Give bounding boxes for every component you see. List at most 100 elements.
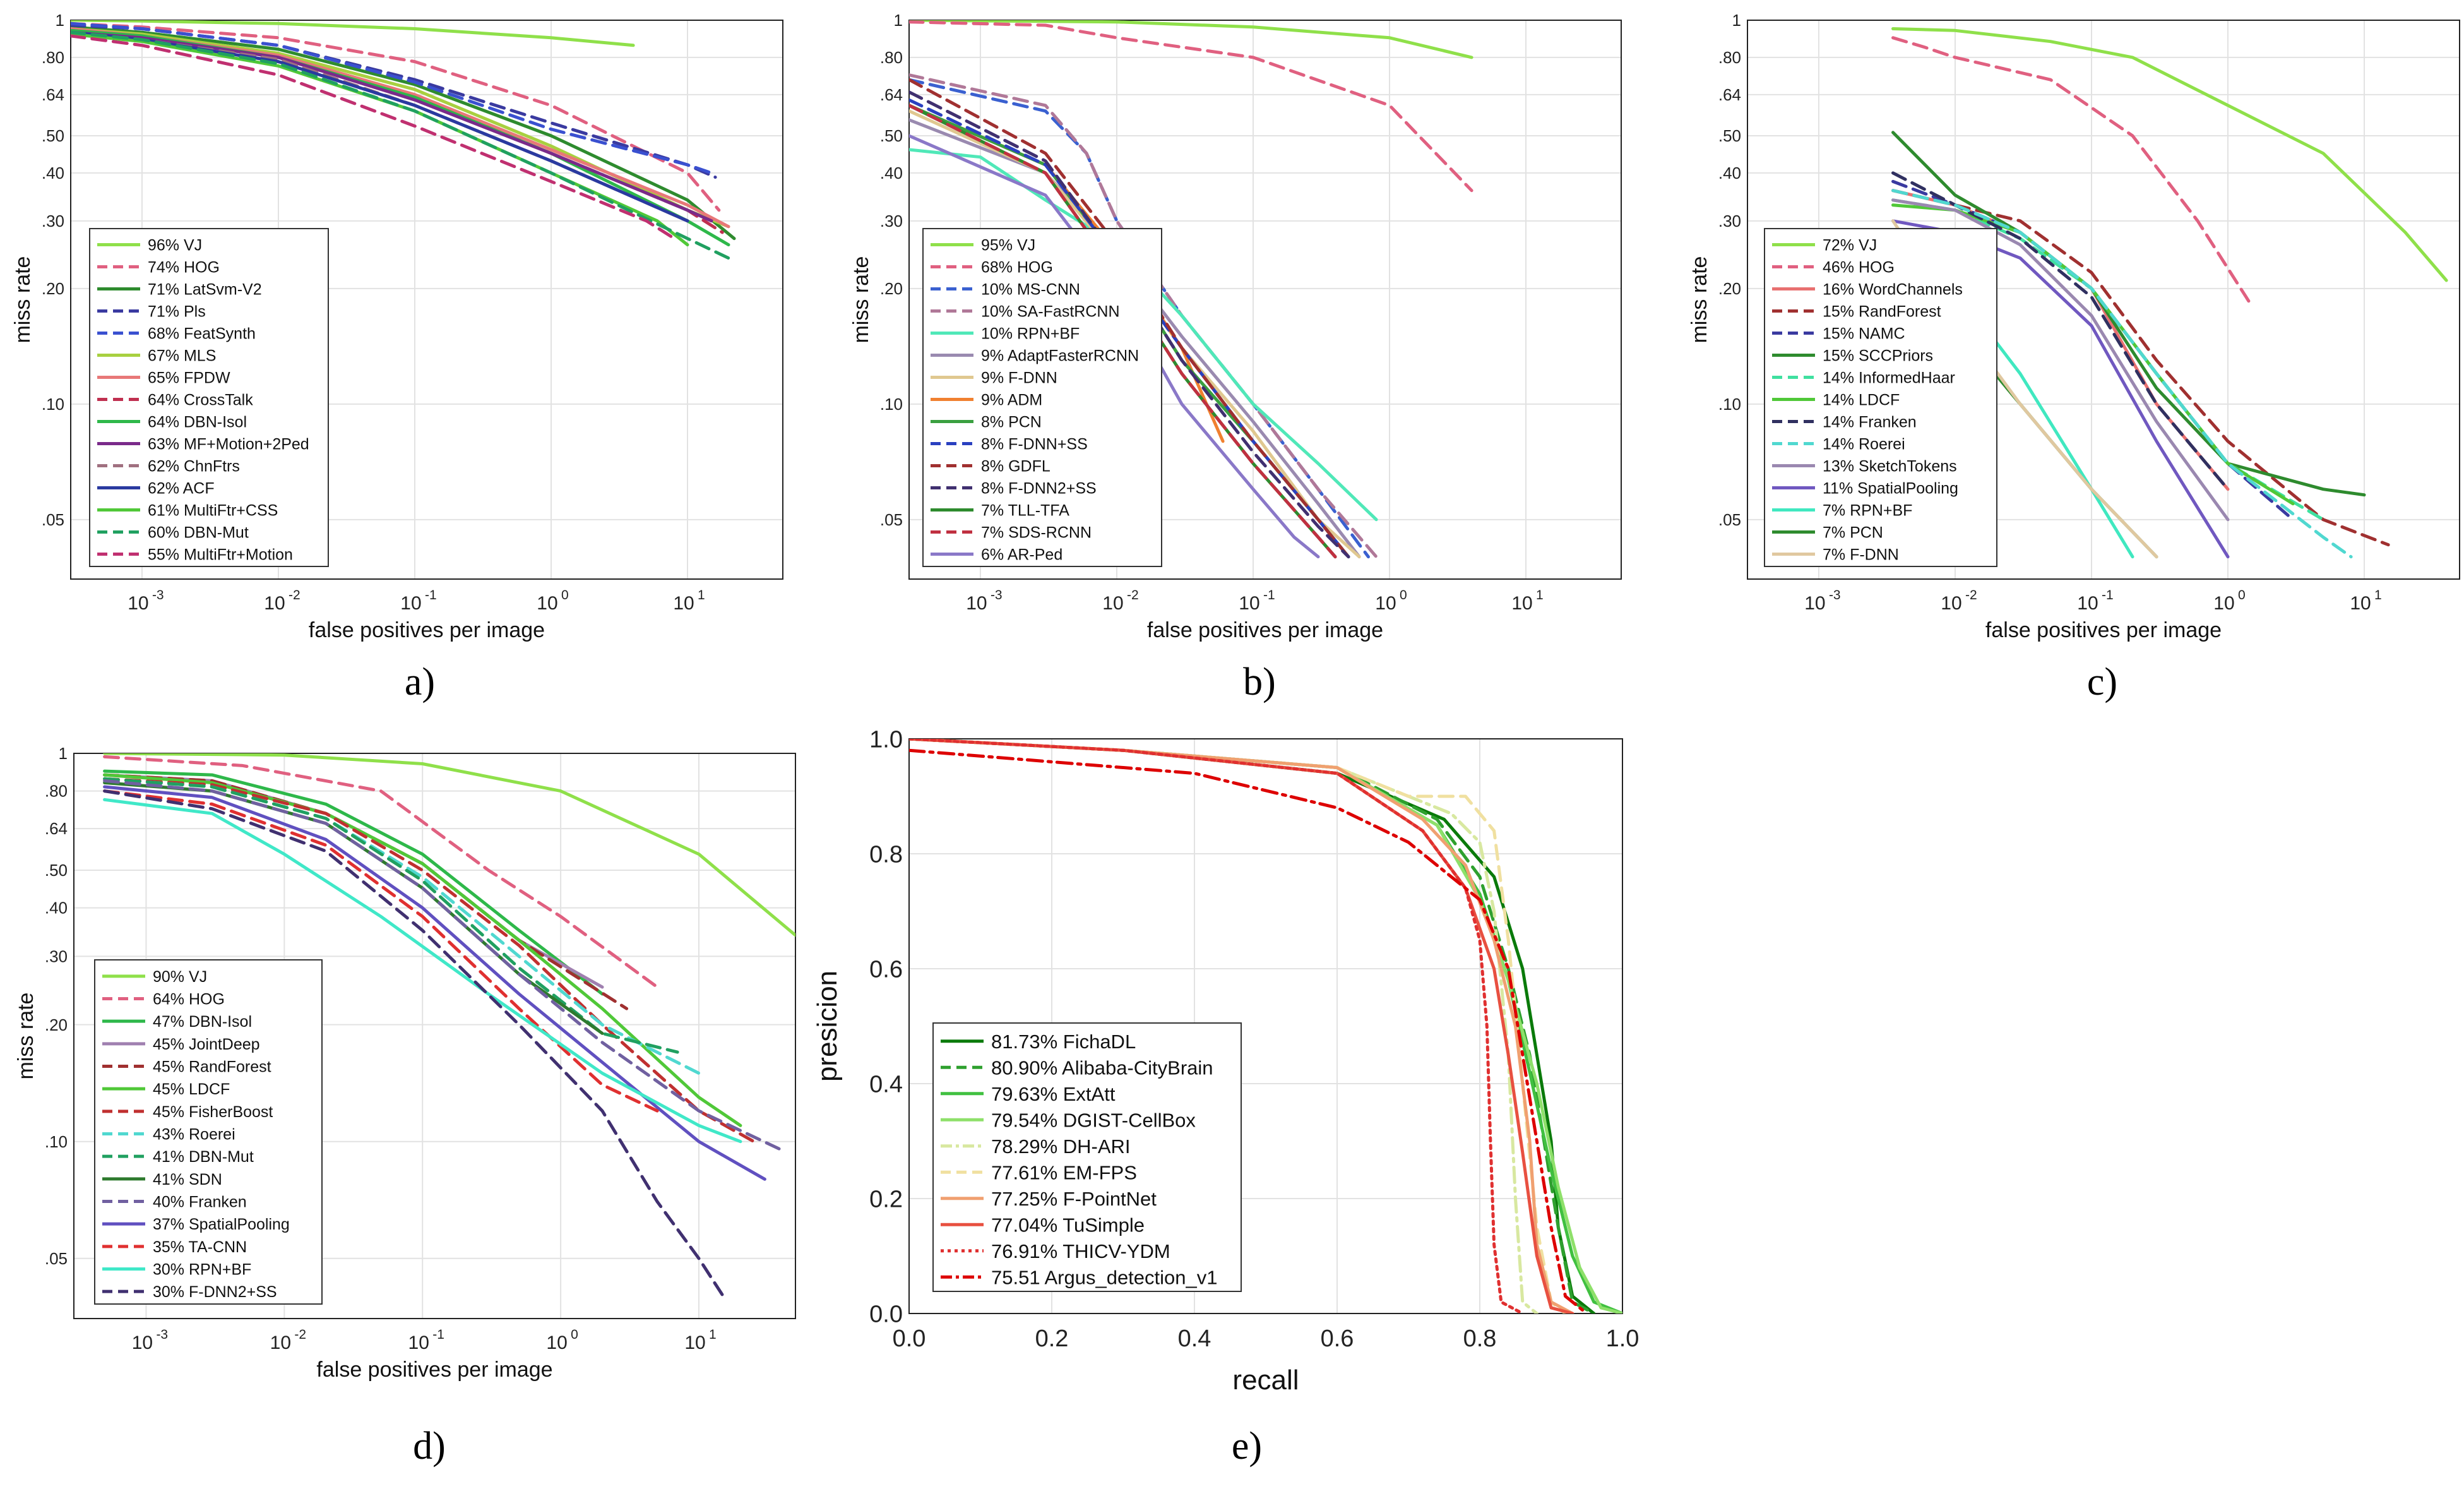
x-tick-label: 10 — [546, 1332, 567, 1353]
series-line-7-sds-rcnn — [909, 104, 1337, 559]
y-tick-label: .40 — [880, 164, 903, 183]
legend-entry: 45% FisherBoost — [153, 1103, 273, 1121]
x-tick-label: 10 — [1375, 593, 1396, 614]
y-tick-label: 1 — [59, 744, 68, 763]
legend-entry: 78.29% DH-ARI — [991, 1135, 1131, 1158]
series-line-74-hog — [71, 21, 721, 212]
legend: 72% VJ 46% HOG 16% WordChannels 15% RandFor… — [1764, 228, 1997, 567]
legend-entry: 40% Franken — [153, 1194, 247, 1211]
y-tick-label: .10 — [1718, 395, 1741, 414]
y-tick-label: .64 — [45, 819, 68, 838]
legend-entry: 15% SCCPriors — [1823, 347, 1933, 365]
legend-entry: 90% VJ — [153, 968, 207, 986]
series-line-15-sccpriors — [1891, 131, 2366, 497]
plot-border — [1747, 20, 2460, 580]
x-tick-exponent: -1 — [2102, 588, 2114, 602]
legend-entry: 14% Franken — [1823, 414, 1917, 431]
y-tick-label: .30 — [45, 947, 68, 966]
x-tick-label: 10 — [1102, 593, 1123, 614]
legend-entry: 7% SDS-RCNN — [981, 524, 1092, 542]
legend-entry: 64% CrossTalk — [148, 392, 253, 409]
plot-border — [908, 20, 1622, 580]
series-line-8-gdfl — [909, 78, 1350, 559]
legend-entry: 10% RPN+BF — [981, 325, 1080, 343]
y-tick-label: .20 — [42, 279, 64, 298]
legend-entry: 77.04% TuSimple — [991, 1214, 1145, 1236]
y-tick-label: .20 — [45, 1015, 68, 1034]
series-line-75-51-argus-detection-v1 — [909, 748, 1588, 1313]
x-tick-label: 10 — [400, 593, 421, 614]
legend-entry: 63% MF+Motion+2Ped — [148, 436, 309, 453]
series-line-15-randforest — [1891, 189, 2390, 547]
x-tick-exponent: 0 — [561, 588, 569, 602]
legend-entry: 47% DBN-Isol — [153, 1013, 252, 1031]
legend-entry: 45% JointDeep — [153, 1036, 260, 1053]
y-tick-label: 1 — [894, 11, 903, 30]
x-tick-label: 0.8 — [1463, 1325, 1497, 1352]
series-line-47-dbn-isol — [103, 769, 604, 996]
series-line-35-ta-cnn — [103, 789, 659, 1113]
y-tick-label: 1.0 — [869, 726, 903, 753]
legend-entry: 77.25% F-PointNet — [991, 1188, 1157, 1210]
x-axis-label: false positives per image — [309, 618, 545, 642]
y-tick-label: 0.4 — [869, 1071, 903, 1098]
x-tick-label: 10 — [270, 1332, 291, 1353]
x-tick-label: 10 — [673, 593, 694, 614]
panel-a: 10 -3 10 -2 10 -1 10 0 10 1 1 .80 .64 .50 .40 .30 .20 .10… — [11, 11, 783, 642]
panel-c: 10 -3 10 -2 10 -1 10 0 10 11.80.64.50.40.30.20.10… — [1687, 11, 2460, 642]
series-line-64-hog — [103, 755, 659, 989]
legend-entry: 46% HOG — [1823, 259, 1895, 277]
x-tick-label: 10 — [1239, 593, 1259, 614]
x-tick-exponent: 0 — [571, 1327, 578, 1342]
series-line-55-multiftr-motion — [71, 34, 676, 241]
y-tick-label: 1 — [1732, 11, 1741, 30]
x-tick-exponent: -2 — [1965, 588, 1977, 602]
legend-entry: 67% MLS — [148, 347, 216, 365]
x-axis-label: false positives per image — [316, 1358, 552, 1382]
y-tick-label: 0.0 — [869, 1301, 903, 1327]
legend-entry: 62% ChnFtrs — [148, 458, 240, 476]
x-tick-exponent: -3 — [156, 1327, 168, 1342]
x-tick-exponent: 0 — [2238, 588, 2246, 602]
series-line-41-dbn-mut — [103, 777, 679, 1054]
series-lines — [71, 20, 736, 260]
legend-entry: 14% LDCF — [1823, 392, 1900, 409]
series-line-8-f-dnn2-ss — [909, 90, 1350, 559]
legend-entry: 81.73% FichaDL — [991, 1031, 1136, 1053]
x-axis-label: recall — [1232, 1365, 1299, 1396]
legend-box — [94, 959, 323, 1305]
legend: 81.73% FichaDL 80.90% Alibaba-CityBrain 79… — [932, 1022, 1242, 1292]
series-line-71-latsvm-v2 — [71, 25, 736, 241]
legend-entry: 9% ADM — [981, 392, 1042, 409]
x-tick-label: 10 — [2213, 593, 2234, 614]
y-tick-label: .20 — [1718, 279, 1741, 298]
legend-entry: 45% RandForest — [153, 1058, 271, 1076]
series-lines — [909, 20, 1473, 559]
y-axis-label: miss rate — [11, 256, 35, 344]
x-tick-exponent: -3 — [991, 588, 1003, 602]
y-tick-label: .30 — [1718, 212, 1741, 230]
series-line-14-roerei — [1891, 189, 2353, 559]
series-line-63-mf-motion-2ped — [71, 30, 713, 223]
legend-entry: 41% DBN-Mut — [153, 1148, 254, 1166]
legend-entry: 74% HOG — [148, 259, 220, 277]
x-tick-label: 10 — [128, 593, 148, 614]
y-tick-label: .80 — [42, 48, 64, 67]
legend-entry: 16% WordChannels — [1823, 281, 1963, 299]
legend-entry: 11% SpatialPooling — [1823, 480, 1958, 498]
y-axis-label: miss rate — [1687, 256, 1711, 344]
x-tick-exponent: -1 — [432, 1327, 444, 1342]
x-tick-label: 10 — [1804, 593, 1825, 614]
x-tick-exponent: 0 — [1400, 588, 1407, 602]
legend-entry: 68% FeatSynth — [148, 325, 256, 343]
x-tick-label: 0.4 — [1178, 1325, 1211, 1352]
legend-entry: 37% SpatialPooling — [153, 1216, 290, 1233]
legend-box — [932, 1022, 1242, 1292]
legend-entry: 60% DBN-Mut — [148, 524, 249, 542]
legend-entry: 61% MultiFtr+CSS — [148, 502, 278, 520]
legend-entry: 95% VJ — [981, 237, 1035, 254]
y-tick-label: .05 — [1718, 510, 1741, 529]
legend-entry: 6% AR-Ped — [981, 546, 1062, 564]
y-tick-label: .40 — [1718, 164, 1741, 183]
series-line-37-spatialpooling — [103, 785, 766, 1181]
